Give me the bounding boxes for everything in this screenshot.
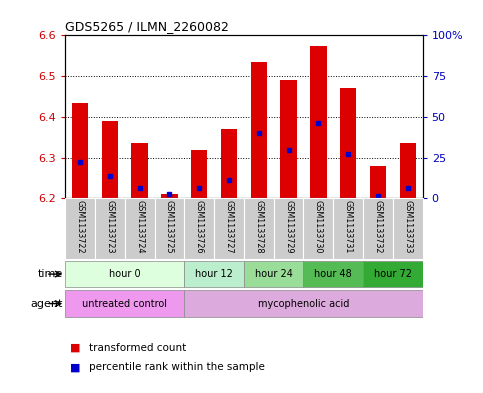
FancyBboxPatch shape [244, 198, 274, 259]
FancyBboxPatch shape [185, 261, 244, 287]
Text: hour 24: hour 24 [255, 269, 293, 279]
FancyBboxPatch shape [244, 261, 303, 287]
Text: GSM1133732: GSM1133732 [373, 200, 383, 254]
Bar [191, 150, 207, 198]
FancyBboxPatch shape [185, 198, 214, 259]
Text: GDS5265 / ILMN_2260082: GDS5265 / ILMN_2260082 [65, 20, 229, 33]
Bar [72, 103, 88, 198]
Text: hour 48: hour 48 [314, 269, 352, 279]
Text: GSM1133723: GSM1133723 [105, 200, 114, 254]
Bar [102, 121, 118, 198]
FancyBboxPatch shape [65, 261, 185, 287]
FancyBboxPatch shape [303, 198, 333, 259]
Bar [161, 195, 178, 198]
Text: GSM1133730: GSM1133730 [314, 200, 323, 253]
Bar [131, 143, 148, 198]
Text: GSM1133728: GSM1133728 [255, 200, 263, 254]
Text: ■: ■ [70, 362, 81, 373]
FancyBboxPatch shape [274, 198, 303, 259]
FancyBboxPatch shape [363, 198, 393, 259]
FancyBboxPatch shape [65, 290, 185, 317]
Text: GSM1133726: GSM1133726 [195, 200, 204, 254]
Bar [251, 62, 267, 198]
Text: hour 12: hour 12 [195, 269, 233, 279]
Text: GSM1133725: GSM1133725 [165, 200, 174, 254]
FancyBboxPatch shape [125, 198, 155, 259]
Text: percentile rank within the sample: percentile rank within the sample [89, 362, 265, 373]
FancyBboxPatch shape [95, 198, 125, 259]
Text: time: time [38, 269, 63, 279]
Text: GSM1133731: GSM1133731 [344, 200, 353, 253]
Text: GSM1133722: GSM1133722 [76, 200, 85, 254]
Bar [340, 88, 356, 198]
Text: GSM1133727: GSM1133727 [225, 200, 233, 254]
Text: hour 0: hour 0 [109, 269, 141, 279]
Bar [281, 80, 297, 198]
FancyBboxPatch shape [333, 198, 363, 259]
FancyBboxPatch shape [155, 198, 185, 259]
FancyBboxPatch shape [393, 198, 423, 259]
FancyBboxPatch shape [65, 198, 95, 259]
FancyBboxPatch shape [185, 290, 423, 317]
Text: GSM1133733: GSM1133733 [403, 200, 412, 253]
Text: untreated control: untreated control [82, 299, 167, 309]
Text: mycophenolic acid: mycophenolic acid [258, 299, 349, 309]
Text: GSM1133724: GSM1133724 [135, 200, 144, 254]
Bar [221, 129, 237, 198]
Text: agent: agent [30, 299, 63, 309]
Bar [370, 166, 386, 198]
Text: GSM1133729: GSM1133729 [284, 200, 293, 254]
FancyBboxPatch shape [363, 261, 423, 287]
FancyBboxPatch shape [303, 261, 363, 287]
Text: hour 72: hour 72 [374, 269, 412, 279]
FancyBboxPatch shape [214, 198, 244, 259]
Text: ■: ■ [70, 343, 81, 353]
Bar [310, 46, 327, 198]
Text: transformed count: transformed count [89, 343, 186, 353]
Bar [399, 143, 416, 198]
